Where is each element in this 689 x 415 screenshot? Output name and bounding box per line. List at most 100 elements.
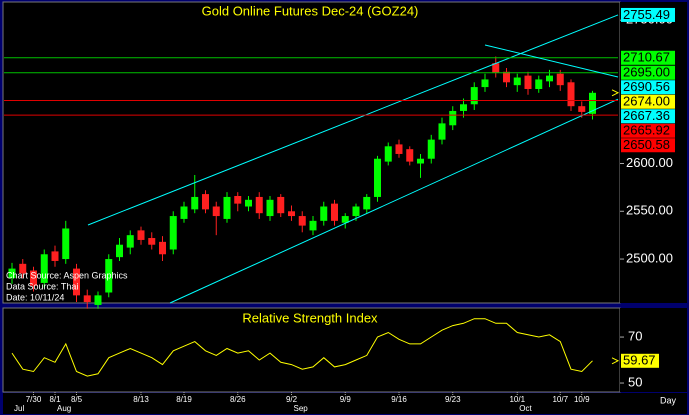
candle-body	[492, 63, 500, 73]
candle-body	[320, 206, 328, 221]
candle-body	[331, 203, 338, 221]
level-label: 2667.36	[623, 108, 670, 123]
x-tick-label: 8/5	[71, 395, 83, 404]
level-label: 2650.58	[623, 137, 670, 152]
candle-body	[30, 270, 37, 286]
month-label: Sep	[294, 404, 309, 413]
candle-body	[546, 75, 553, 82]
source-note: Data Source: Thai	[6, 281, 78, 291]
candle-body	[116, 244, 123, 258]
candle-body	[180, 206, 188, 219]
x-tick-label: 8/26	[230, 395, 246, 404]
y-tick-label: 2600.00	[626, 155, 673, 170]
level-label: 2710.67	[623, 50, 670, 65]
candle-body	[556, 73, 564, 86]
candle-body	[137, 230, 145, 240]
candle-body	[567, 82, 575, 107]
candle-body	[94, 295, 102, 305]
candle-body	[245, 199, 252, 207]
rsi-axis-panel	[620, 308, 687, 392]
candle-body	[438, 123, 446, 140]
y-tick-label: 70	[628, 328, 642, 343]
candle-body	[460, 104, 467, 111]
x-axis-panel	[3, 393, 687, 414]
x-tick-label: 9/16	[391, 395, 407, 404]
rsi-last-label: 59.67	[623, 353, 656, 368]
candle-body	[62, 228, 70, 260]
level-label: 2665.92	[623, 123, 670, 138]
trend-line	[87, 14, 619, 226]
month-label: Oct	[519, 404, 532, 413]
x-tick-label: 9/2	[286, 395, 298, 404]
level-label: 2755.49	[623, 7, 670, 22]
candle-body	[83, 295, 91, 303]
candle-body	[73, 268, 80, 296]
source-note: Chart Source: Aspen Graphics	[6, 270, 128, 280]
x-tick-label: 8/1	[49, 395, 61, 404]
level-label-bg	[621, 109, 675, 124]
x-tick-label: 9/23	[445, 395, 461, 404]
candle-body	[234, 195, 242, 204]
candle-body	[384, 146, 392, 162]
candle-body	[395, 144, 403, 154]
rsi-panel	[2, 307, 621, 393]
x-tick-label: 10/9	[574, 395, 590, 404]
candle-body	[105, 259, 113, 293]
candle-body	[524, 75, 532, 89]
y-tick-label: 2550.00	[626, 203, 673, 218]
candle-body	[513, 77, 521, 86]
candle-body	[277, 196, 285, 214]
trend-line	[169, 98, 619, 304]
candle-body	[309, 220, 317, 231]
candle-body	[352, 206, 360, 217]
candle-body	[8, 268, 16, 279]
candle-body	[481, 79, 489, 88]
candle-body	[255, 196, 263, 214]
month-label: Jul	[14, 404, 24, 413]
rsi-last-bg	[621, 353, 659, 368]
level-label-bg	[621, 123, 675, 138]
candle-body	[363, 196, 371, 210]
level-label: 2690.56	[623, 79, 670, 94]
y-tick-label: 50	[628, 374, 642, 389]
candle-body	[578, 106, 586, 112]
candle-body	[169, 216, 177, 250]
month-label: Aug	[57, 404, 71, 413]
candle-body	[417, 158, 424, 164]
candle-body	[470, 87, 478, 105]
x-tick-label: 8/19	[176, 395, 192, 404]
source-note: Date: 10/11/24	[6, 292, 64, 302]
candle-body	[298, 216, 306, 226]
x-tick-label: 10/1	[509, 395, 525, 404]
level-label-bg	[621, 50, 675, 65]
candle-body	[202, 194, 209, 210]
x-tick-label: 7/30	[26, 395, 42, 404]
candle-body	[449, 110, 457, 126]
rsi-line	[11, 318, 593, 377]
candle-body	[40, 254, 48, 283]
y-tick-label: 2500.00	[626, 250, 673, 265]
trend-line	[484, 44, 619, 78]
candle-body	[191, 196, 199, 210]
candle-body	[288, 211, 295, 217]
rsi-title: Relative Strength Index	[242, 310, 378, 325]
last-marker	[611, 89, 620, 97]
price-panel	[2, 1, 621, 304]
candle-body	[126, 235, 134, 248]
x-tick-label: 9/9	[340, 395, 352, 404]
candle-body	[266, 199, 274, 217]
candle-body	[159, 241, 166, 255]
level-label-bg	[621, 65, 675, 80]
candle-body	[427, 139, 435, 159]
candle-body	[406, 149, 414, 162]
level-label-bg	[621, 7, 675, 22]
x-tick-label: 10/7	[552, 395, 568, 404]
candle-body	[503, 71, 510, 83]
level-label: 2695.00	[623, 65, 670, 80]
candle-body	[212, 206, 220, 217]
last-marker	[611, 357, 620, 365]
chart-title: Gold Online Futures Dec-24 (GOZ24)	[202, 3, 419, 18]
x-axis-label: Day	[660, 395, 677, 405]
